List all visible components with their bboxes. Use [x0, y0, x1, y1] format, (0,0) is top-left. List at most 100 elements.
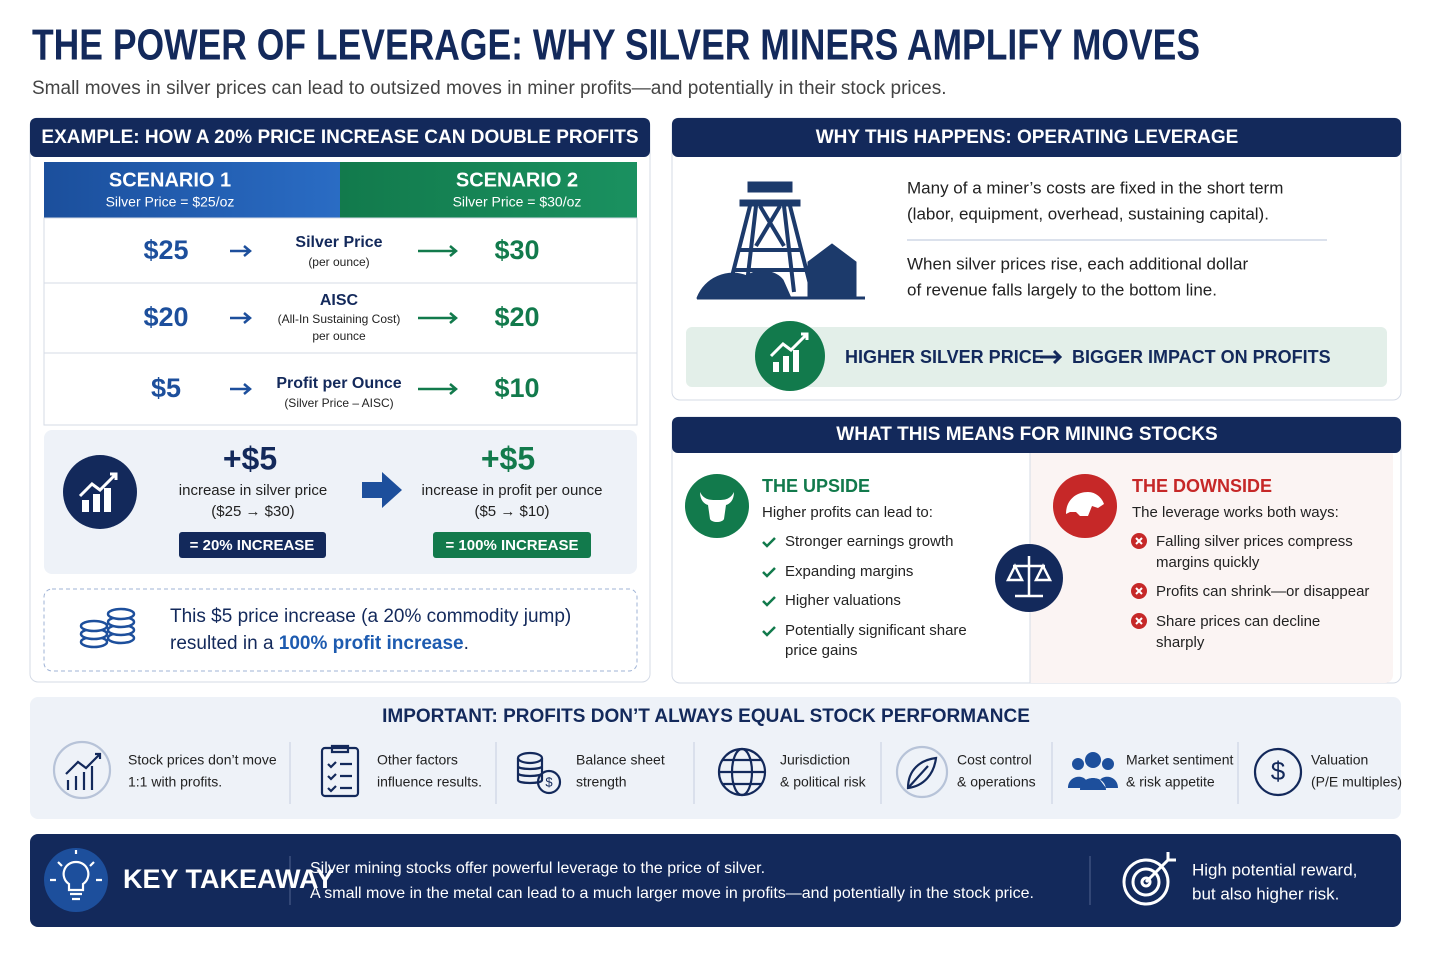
why-text: When silver prices rise, each additional… [907, 254, 1248, 273]
takeaway-bar-part [50, 850, 102, 901]
summary-amount: +$5 [481, 440, 535, 476]
scenario-price: Silver Price = $30/oz [453, 194, 582, 210]
important-panel-part-part [65, 752, 102, 790]
subtitle: Small moves in silver prices can lead to… [32, 78, 947, 99]
why-panel-part-part [747, 181, 793, 193]
summary-box-part [63, 455, 137, 529]
important-panel-part [52, 740, 1303, 800]
dollar-icon: $ [1271, 756, 1286, 786]
upside-item: Stronger earnings growth [785, 533, 953, 550]
factor-text: Stock prices don’t move [128, 752, 277, 768]
row-right: $30 [494, 235, 539, 265]
important-panel-part-part [1253, 747, 1303, 797]
summary-range: ($25 → $30) [211, 503, 294, 520]
stocks-panel-part [1030, 453, 1393, 683]
factor-text: influence results. [377, 774, 482, 790]
row-arrows-part [418, 312, 458, 324]
factor-text: Market sentiment [1126, 752, 1233, 768]
takeaway-line: A small move in the metal can lead to a … [310, 885, 1034, 902]
factor-text: Jurisdiction [780, 752, 850, 768]
row-label: Silver Price [295, 234, 382, 251]
stocks-panel-part [762, 537, 776, 637]
important-panel-part-part [895, 745, 949, 799]
factor-text: Balance sheet [576, 752, 665, 768]
row-note: (per ounce) [308, 255, 369, 269]
row-left: $5 [151, 373, 181, 403]
takeaway-bar-part [30, 834, 1401, 927]
factor-list: Stock prices don’t move 1:1 with profits.… [128, 752, 1402, 790]
row-right: $20 [494, 302, 539, 332]
takeaway-line: Silver mining stocks offer powerful leve… [310, 860, 765, 877]
dollar-icon: $ [545, 774, 553, 789]
why-panel-part [686, 327, 1387, 387]
why-panel-part [755, 321, 825, 391]
downside-title: THE DOWNSIDE [1132, 476, 1272, 496]
scenario-name: SCENARIO 2 [456, 169, 578, 191]
important-panel: $ $ [30, 697, 1401, 819]
row-left: $20 [143, 302, 188, 332]
summary-amount: +$5 [223, 440, 277, 476]
why-panel-part-part [807, 243, 857, 299]
upside-item: Expanding margins [785, 563, 913, 580]
factor-text: Other factors [377, 752, 458, 768]
why-panel-part-part [739, 199, 801, 207]
stocks-panel-part-part [1135, 537, 1143, 625]
summary-box-part [433, 532, 591, 558]
downside-item: Falling silver prices compress [1156, 533, 1353, 550]
takeaway-side: but also higher risk. [1192, 884, 1339, 903]
important-panel-part-part [906, 756, 938, 790]
upside-item: price gains [785, 642, 858, 659]
downside-item: sharply [1156, 634, 1205, 651]
takeaway-title: KEY TAKEAWAY [123, 864, 334, 894]
factor-text: Cost control [957, 752, 1032, 768]
callout-box-part-part [79, 619, 109, 633]
stocks-panel-part [1066, 492, 1104, 516]
factor-text: strength [576, 774, 627, 790]
callout-text: resulted in a [170, 633, 279, 654]
factor-text: & political risk [780, 774, 867, 790]
panel-title: WHAT THIS MEANS FOR MINING STOCKS [836, 424, 1217, 445]
why-panel-part-part [726, 204, 814, 293]
downside-item: margins quickly [1156, 554, 1260, 571]
scenario-price: Silver Price = $25/oz [106, 194, 235, 210]
row-note: (Silver Price – AISC) [284, 396, 393, 410]
row-arrows-part [418, 245, 458, 257]
important-panel-part-part [52, 740, 112, 800]
callout-box-part [43, 588, 638, 672]
callout-box-part-part [106, 607, 136, 621]
stocks-panel-part-part [762, 596, 776, 607]
row-left: $25 [143, 235, 188, 265]
stocks-panel-part [1005, 556, 1053, 598]
summary-badge: = 20% INCREASE [190, 537, 315, 554]
summary-box [44, 430, 637, 574]
summary-text: increase in silver price [179, 482, 327, 499]
summary-badge: = 100% INCREASE [446, 537, 579, 554]
example-panel-part [43, 217, 638, 426]
row-right: $10 [494, 373, 539, 403]
stocks-panel-part [672, 417, 1401, 453]
why-panel-part [773, 350, 799, 372]
why-text: (labor, equipment, overhead, sustaining … [907, 204, 1269, 223]
upside-intro: Higher profits can lead to: [762, 504, 933, 521]
takeaway-side: High potential reward, [1192, 860, 1357, 879]
takeaway-bar [30, 834, 1401, 927]
why-panel-part-part [696, 270, 792, 299]
upside-item: Potentially significant share [785, 622, 967, 639]
callout-box [43, 588, 638, 672]
important-panel-part [30, 697, 1401, 819]
factor-text: 1:1 with profits. [128, 774, 222, 790]
row-arrows-part [230, 383, 252, 395]
factor-text: & operations [957, 774, 1036, 790]
important-panel-part-part [1068, 776, 1118, 790]
callout-line: This $5 price increase (a 20% commodity … [170, 606, 571, 627]
summary-box-part [82, 488, 111, 512]
upside-item: Higher valuations [785, 592, 901, 609]
important-panel-part [289, 742, 1239, 804]
downside-intro: The leverage works both ways: [1132, 504, 1339, 521]
takeaway-bar-part-part [1144, 852, 1176, 884]
important-panel-part-part [719, 758, 765, 786]
takeaway-bar-part [1122, 852, 1176, 906]
summary-box-part [78, 472, 118, 498]
